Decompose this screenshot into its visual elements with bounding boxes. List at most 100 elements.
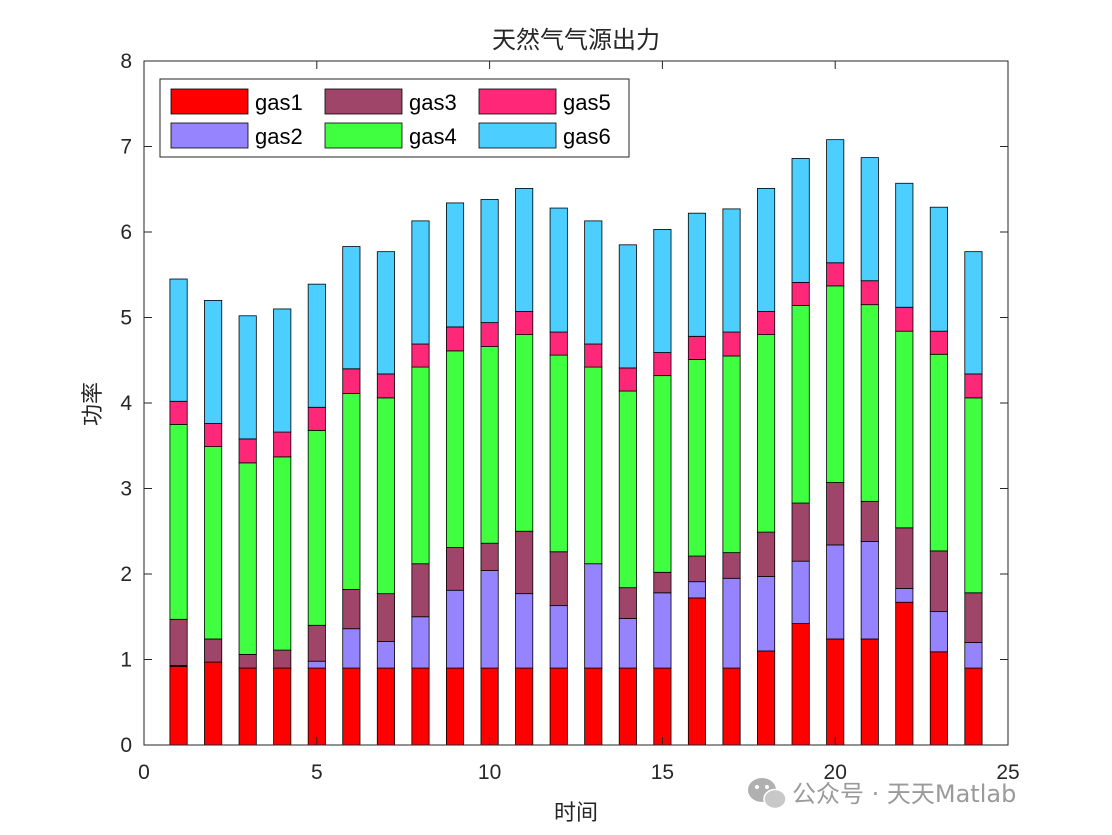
bar-gas6-13	[584, 220, 603, 345]
bar-gas3-14	[618, 587, 637, 619]
bar-gas2-20	[826, 544, 845, 640]
bar-gas5-16	[687, 335, 707, 360]
bar-gas3-24	[964, 592, 983, 643]
bar-gas6-19	[791, 158, 810, 283]
bar-gas4-16	[687, 358, 707, 557]
bar-gas1-20	[826, 638, 845, 746]
bar-gas1-23	[929, 651, 948, 746]
y-tick-label: 6	[120, 221, 132, 244]
bar-gas1-19	[791, 623, 810, 746]
bar-gas3-21	[860, 500, 879, 542]
x-tick-label: 10	[478, 761, 501, 784]
bar-gas3-18	[757, 531, 776, 577]
bar-gas4-2	[204, 446, 223, 640]
bar-gas5-23	[929, 330, 948, 355]
bar-gas5-1	[169, 400, 188, 425]
bar-gas4-8	[411, 366, 430, 565]
bar-gas5-15	[653, 352, 672, 377]
bar-gas6-6	[342, 246, 361, 370]
bar-gas3-9	[445, 547, 465, 591]
bar-gas3-4	[273, 649, 292, 669]
bar-gas3-17	[722, 552, 741, 579]
bar-gas6-10	[480, 199, 499, 324]
legend-swatch-gas4	[324, 122, 403, 149]
bar-gas6-14	[618, 244, 637, 369]
bar-gas2-22	[895, 588, 914, 603]
bar-gas1-2	[204, 661, 223, 746]
y-tick-label: 0	[120, 734, 132, 757]
bar-gas4-19	[791, 305, 810, 504]
bar-gas6-17	[722, 208, 741, 333]
bar-gas5-2	[204, 423, 223, 448]
bar-gas5-24	[964, 373, 983, 399]
bar-gas1-21	[860, 638, 879, 746]
bar-gas5-4	[273, 431, 292, 458]
bar-gas2-11	[515, 593, 534, 669]
bar-gas4-3	[238, 462, 257, 655]
bar-gas4-20	[826, 285, 845, 483]
bar-gas5-22	[895, 306, 914, 332]
bar-gas1-8	[411, 667, 430, 746]
bar-gas1-13	[584, 667, 603, 746]
legend-swatch-gas2	[170, 122, 249, 149]
bar-gas6-21	[860, 157, 879, 282]
bar-gas1-18	[757, 650, 776, 746]
bar-gas4-15	[653, 375, 672, 573]
legend-swatch-gas3	[324, 88, 403, 115]
bar-gas6-20	[826, 139, 845, 264]
bar-gas5-3	[238, 438, 257, 464]
bar-gas1-9	[445, 667, 465, 746]
bar-gas2-18	[757, 576, 776, 652]
bar-gas6-8	[411, 220, 430, 345]
bar-gas1-7	[376, 667, 395, 746]
y-tick-label: 1	[120, 649, 132, 672]
bar-gas4-6	[342, 393, 361, 590]
bar-gas6-12	[549, 207, 568, 333]
bar-gas2-6	[342, 628, 361, 669]
bar-gas1-15	[653, 667, 672, 746]
bar-gas4-4	[273, 456, 292, 651]
bar-gas6-15	[653, 229, 672, 353]
bar-gas4-23	[929, 353, 948, 552]
bar-gas3-15	[653, 571, 672, 594]
legend-label-gas6: gas6	[563, 124, 611, 149]
bar-gas2-5	[307, 660, 326, 669]
bar-gas2-24	[964, 642, 983, 669]
bar-gas3-20	[826, 482, 845, 546]
bar-gas6-1	[169, 278, 188, 402]
bar-gas4-14	[618, 390, 637, 589]
bar-gas4-18	[757, 334, 776, 533]
bar-gas3-23	[929, 550, 948, 613]
bar-gas2-23	[929, 611, 948, 653]
bar-gas5-20	[826, 262, 845, 287]
legend: gas1 gas2 gas3 gas4 gas5 gas6	[159, 78, 630, 158]
bar-gas4-11	[515, 334, 534, 532]
bar-gas4-10	[480, 346, 499, 544]
y-tick-label: 5	[120, 307, 132, 330]
bar-gas1-12	[549, 667, 568, 746]
bar-gas4-22	[895, 330, 914, 529]
wechat-icon	[748, 778, 787, 810]
y-tick-label: 8	[120, 50, 132, 73]
bar-gas5-8	[411, 343, 430, 368]
bar-gas2-9	[445, 589, 465, 669]
bar-gas3-1	[169, 618, 188, 666]
bar-gas1-1	[169, 665, 188, 746]
bar-gas6-18	[757, 187, 776, 312]
bar-gas4-5	[307, 429, 326, 626]
bar-gas4-17	[722, 355, 741, 554]
bar-gas1-4	[273, 667, 292, 746]
bar-gas3-19	[791, 502, 810, 562]
bar-gas2-8	[411, 616, 430, 669]
bar-gas1-16	[687, 597, 707, 746]
bar-gas5-12	[549, 331, 568, 356]
bar-gas3-7	[376, 593, 395, 642]
bar-gas6-2	[204, 299, 223, 424]
x-axis-label: 时间	[554, 801, 598, 826]
x-tick-label: 20	[824, 761, 847, 784]
bar-gas5-14	[618, 367, 637, 392]
bar-gas5-7	[376, 373, 395, 399]
bar-gas5-18	[757, 311, 776, 336]
bar-gas2-16	[687, 581, 707, 599]
